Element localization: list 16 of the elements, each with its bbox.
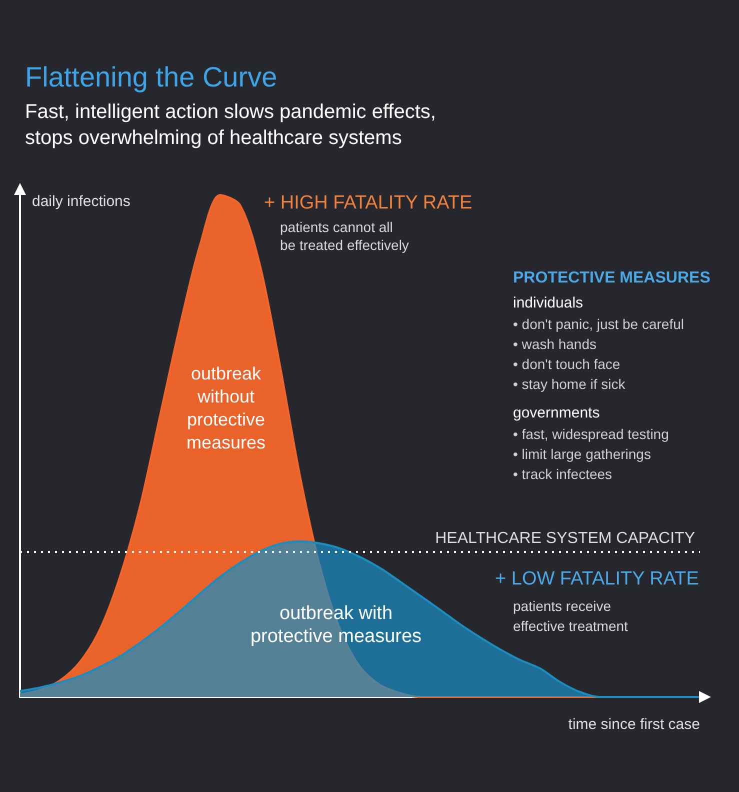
annotation: patients receive effective treatment [513,598,628,634]
annotation: patients cannot all be treated effectively [280,219,409,253]
x-axis-title: time since first case [568,716,700,733]
annotation: PROTECTIVE MEASURES [513,270,711,286]
ref-line-label: HEALTHCARE SYSTEM CAPACITY [435,530,696,547]
annotation: • fast, widespread testing • limit large gatherings • track infectees [513,426,669,482]
annotation: + HIGH FATALITY RATE [264,192,472,214]
annotation: outbreak with protective measures [250,603,422,647]
chart-subtitle: Fast, intelligent action slows pandemic effects, stops overwhelming of healthcare systems [25,101,436,149]
annotation: + LOW FATALITY RATE [495,568,699,590]
annotation: individuals [513,294,584,312]
annotation: • don't panic, just be careful • wash hands • don't touch face • stay home if sick [513,316,684,392]
y-axis-title: daily infections [32,193,130,210]
annotation: governments [513,404,600,422]
chart-title: Flattening the Curve [25,62,278,92]
annotation: outbreak without protective measures [186,364,266,452]
